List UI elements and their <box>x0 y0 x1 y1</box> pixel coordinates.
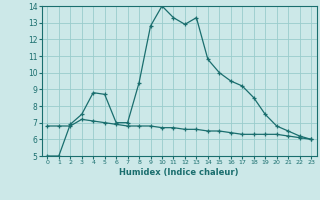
X-axis label: Humidex (Indice chaleur): Humidex (Indice chaleur) <box>119 168 239 177</box>
